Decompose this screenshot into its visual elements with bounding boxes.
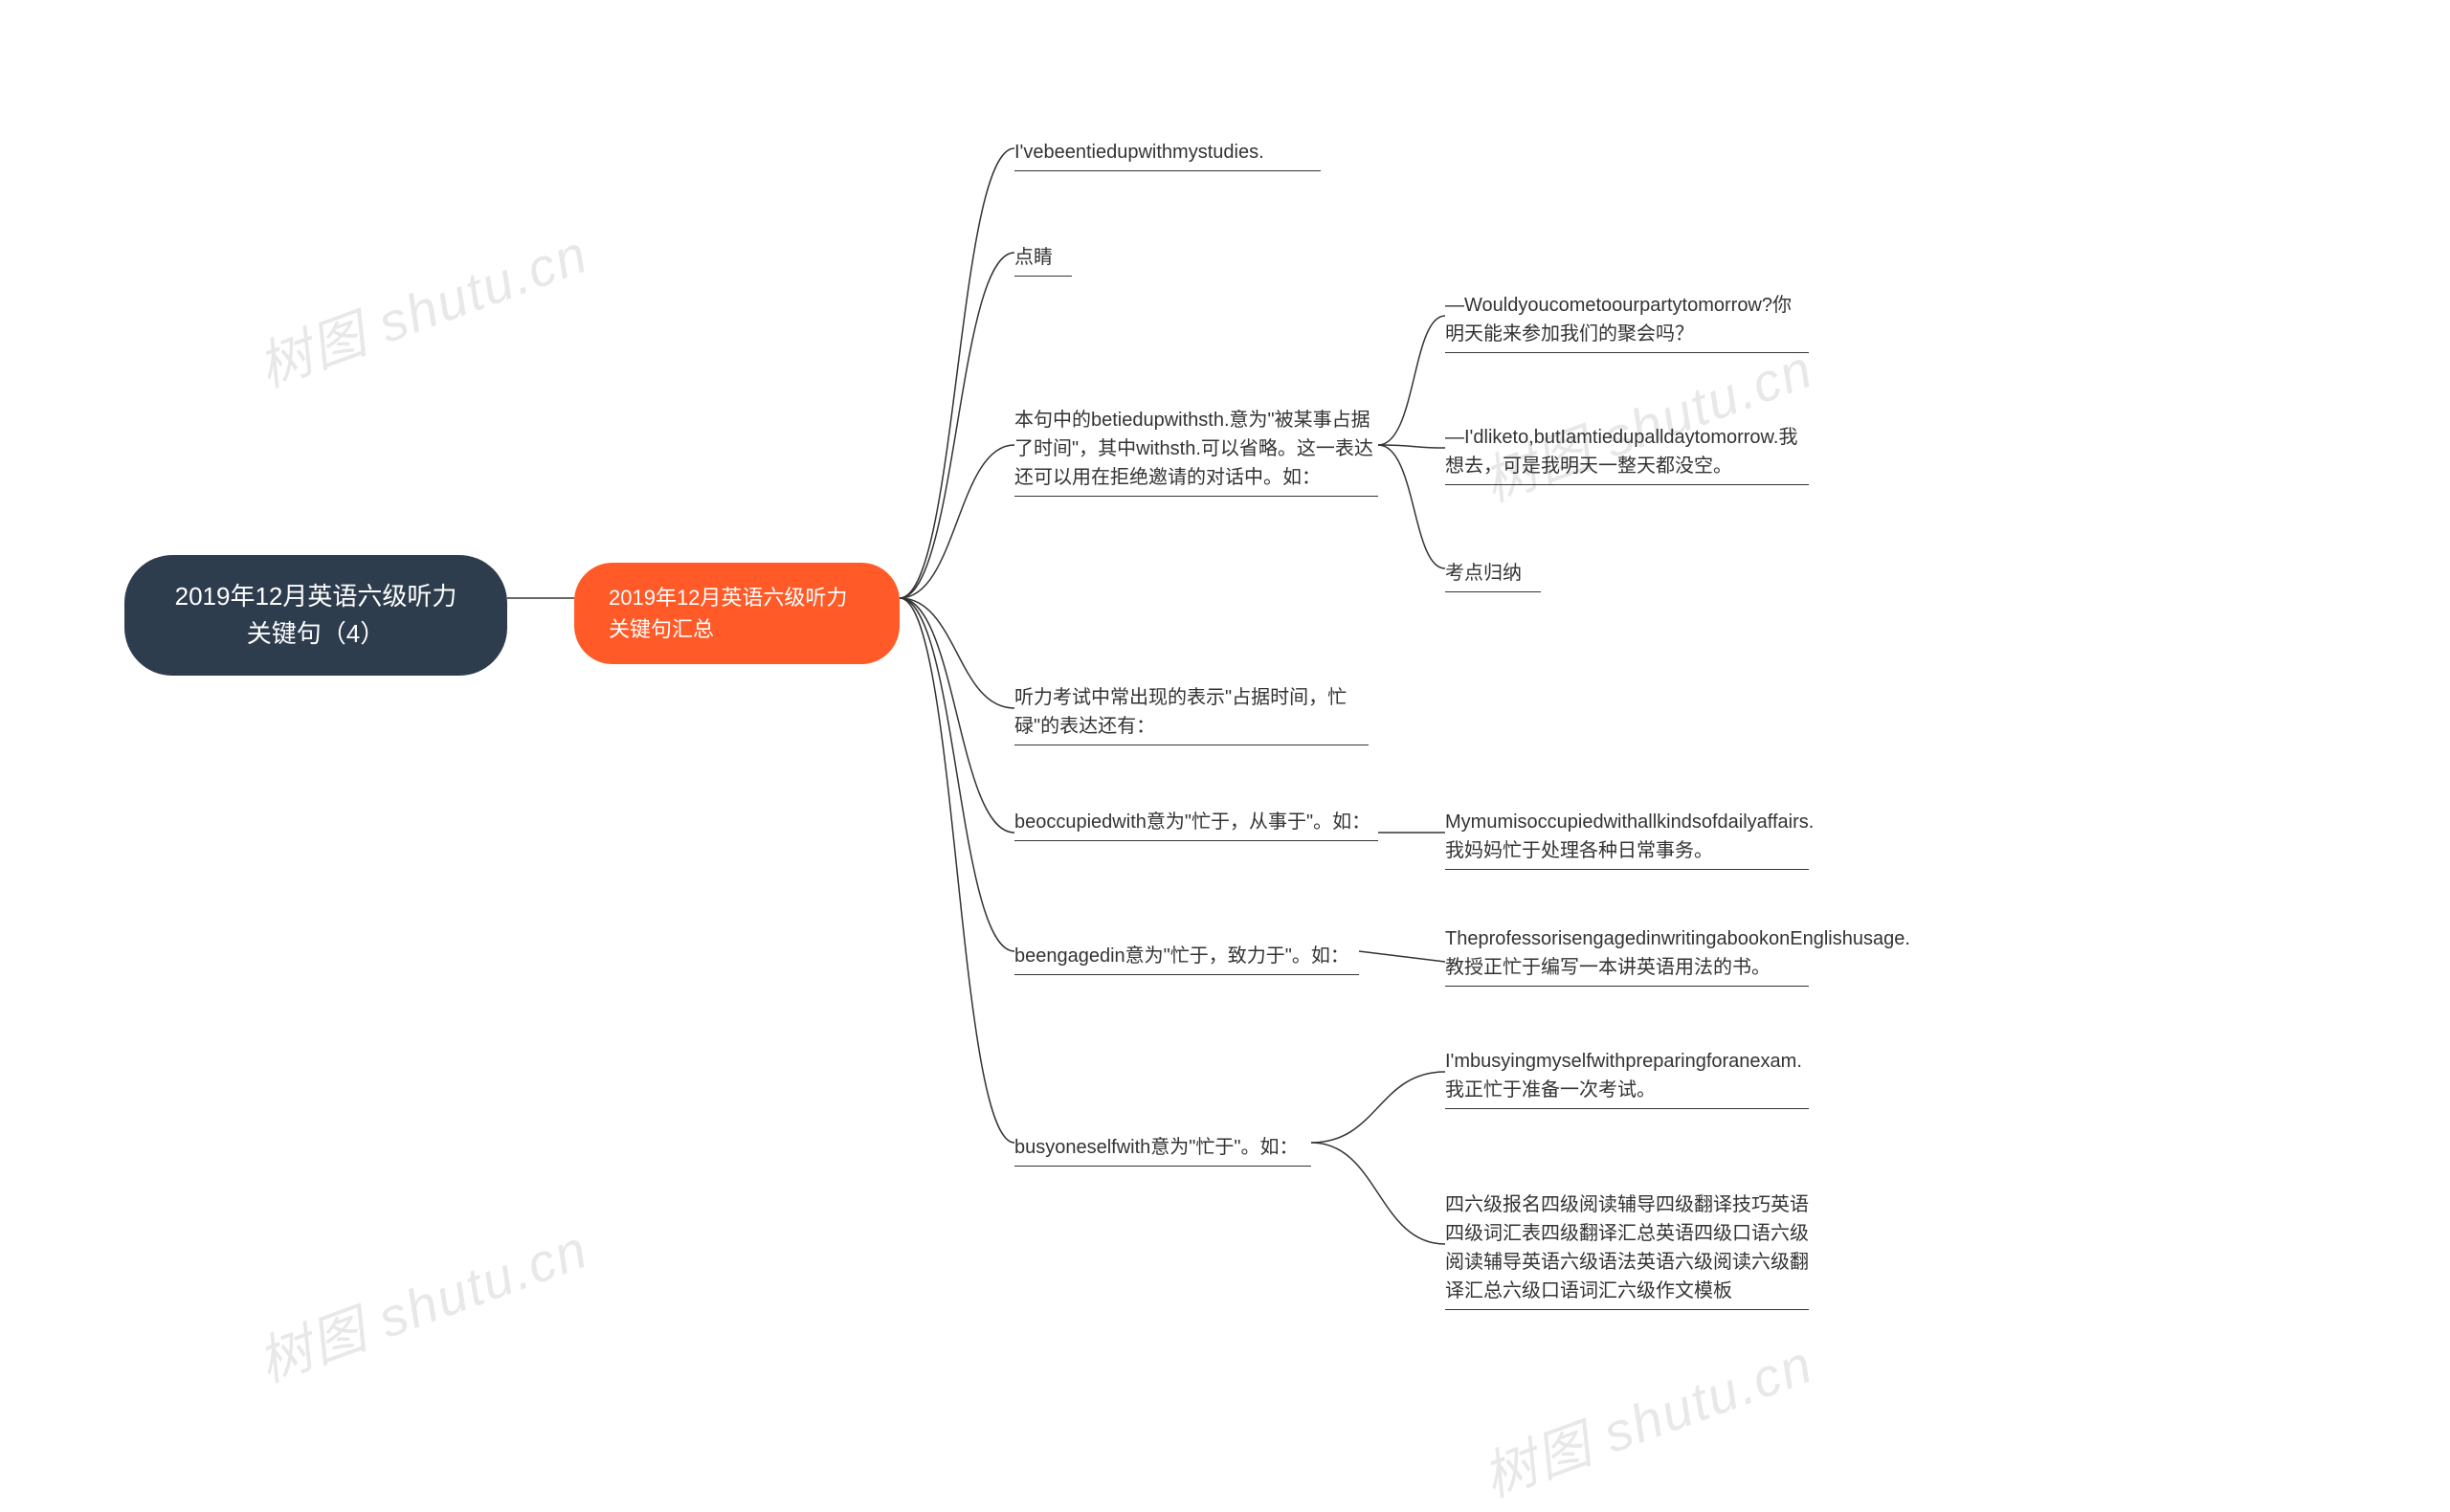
level3-node[interactable]: I'mbusyingmyselfwithpreparingforanexam.我… <box>1445 1043 1809 1109</box>
level3-node[interactable]: Mymumisoccupiedwithallkindsofdailyaffair… <box>1445 804 1809 870</box>
root-node[interactable]: 2019年12月英语六级听力关键句（4） <box>124 555 507 676</box>
level3-node[interactable]: 四六级报名四级阅读辅导四级翻译技巧英语四级词汇表四级翻译汇总英语四级口语六级阅读… <box>1445 1187 1809 1310</box>
level1-label: 2019年12月英语六级听力关键句汇总 <box>609 586 847 641</box>
level3-node[interactable]: —Wouldyoucometoourpartytomorrow?你明天能来参加我… <box>1445 287 1809 353</box>
level2-node[interactable]: beengagedin意为"忙于，致力于"。如： <box>1014 938 1359 975</box>
level2-node[interactable]: 点睛 <box>1014 239 1072 277</box>
level2-node[interactable]: 本句中的betiedupwithsth.意为"被某事占据了时间"，其中withs… <box>1014 402 1378 497</box>
mindmap-canvas: 树图 shutu.cn 树图 shutu.cn 树图 shutu.cn 树图 s… <box>0 0 2450 1454</box>
watermark: 树图 shutu.cn <box>246 211 597 403</box>
level2-node[interactable]: busyoneselfwith意为"忙于"。如： <box>1014 1129 1311 1167</box>
watermark: 树图 shutu.cn <box>246 1207 597 1398</box>
level1-node[interactable]: 2019年12月英语六级听力关键句汇总 <box>574 563 900 664</box>
level2-node[interactable]: I'vebeentiedupwithmystudies. <box>1014 134 1321 171</box>
root-label: 2019年12月英语六级听力关键句（4） <box>175 582 457 648</box>
level3-node[interactable]: 考点归纳 <box>1445 555 1541 592</box>
level3-node[interactable]: TheprofessorisengagedinwritingabookonEng… <box>1445 921 1809 987</box>
watermark: 树图 shutu.cn <box>1471 1322 1822 1512</box>
level2-node[interactable]: beoccupiedwith意为"忙于，从事于"。如： <box>1014 804 1378 841</box>
level2-node[interactable]: 听力考试中常出现的表示"占据时间，忙碌"的表达还有： <box>1014 679 1369 745</box>
level3-node[interactable]: —I'dliketo,butIamtiedupalldaytomorrow.我想… <box>1445 419 1809 485</box>
